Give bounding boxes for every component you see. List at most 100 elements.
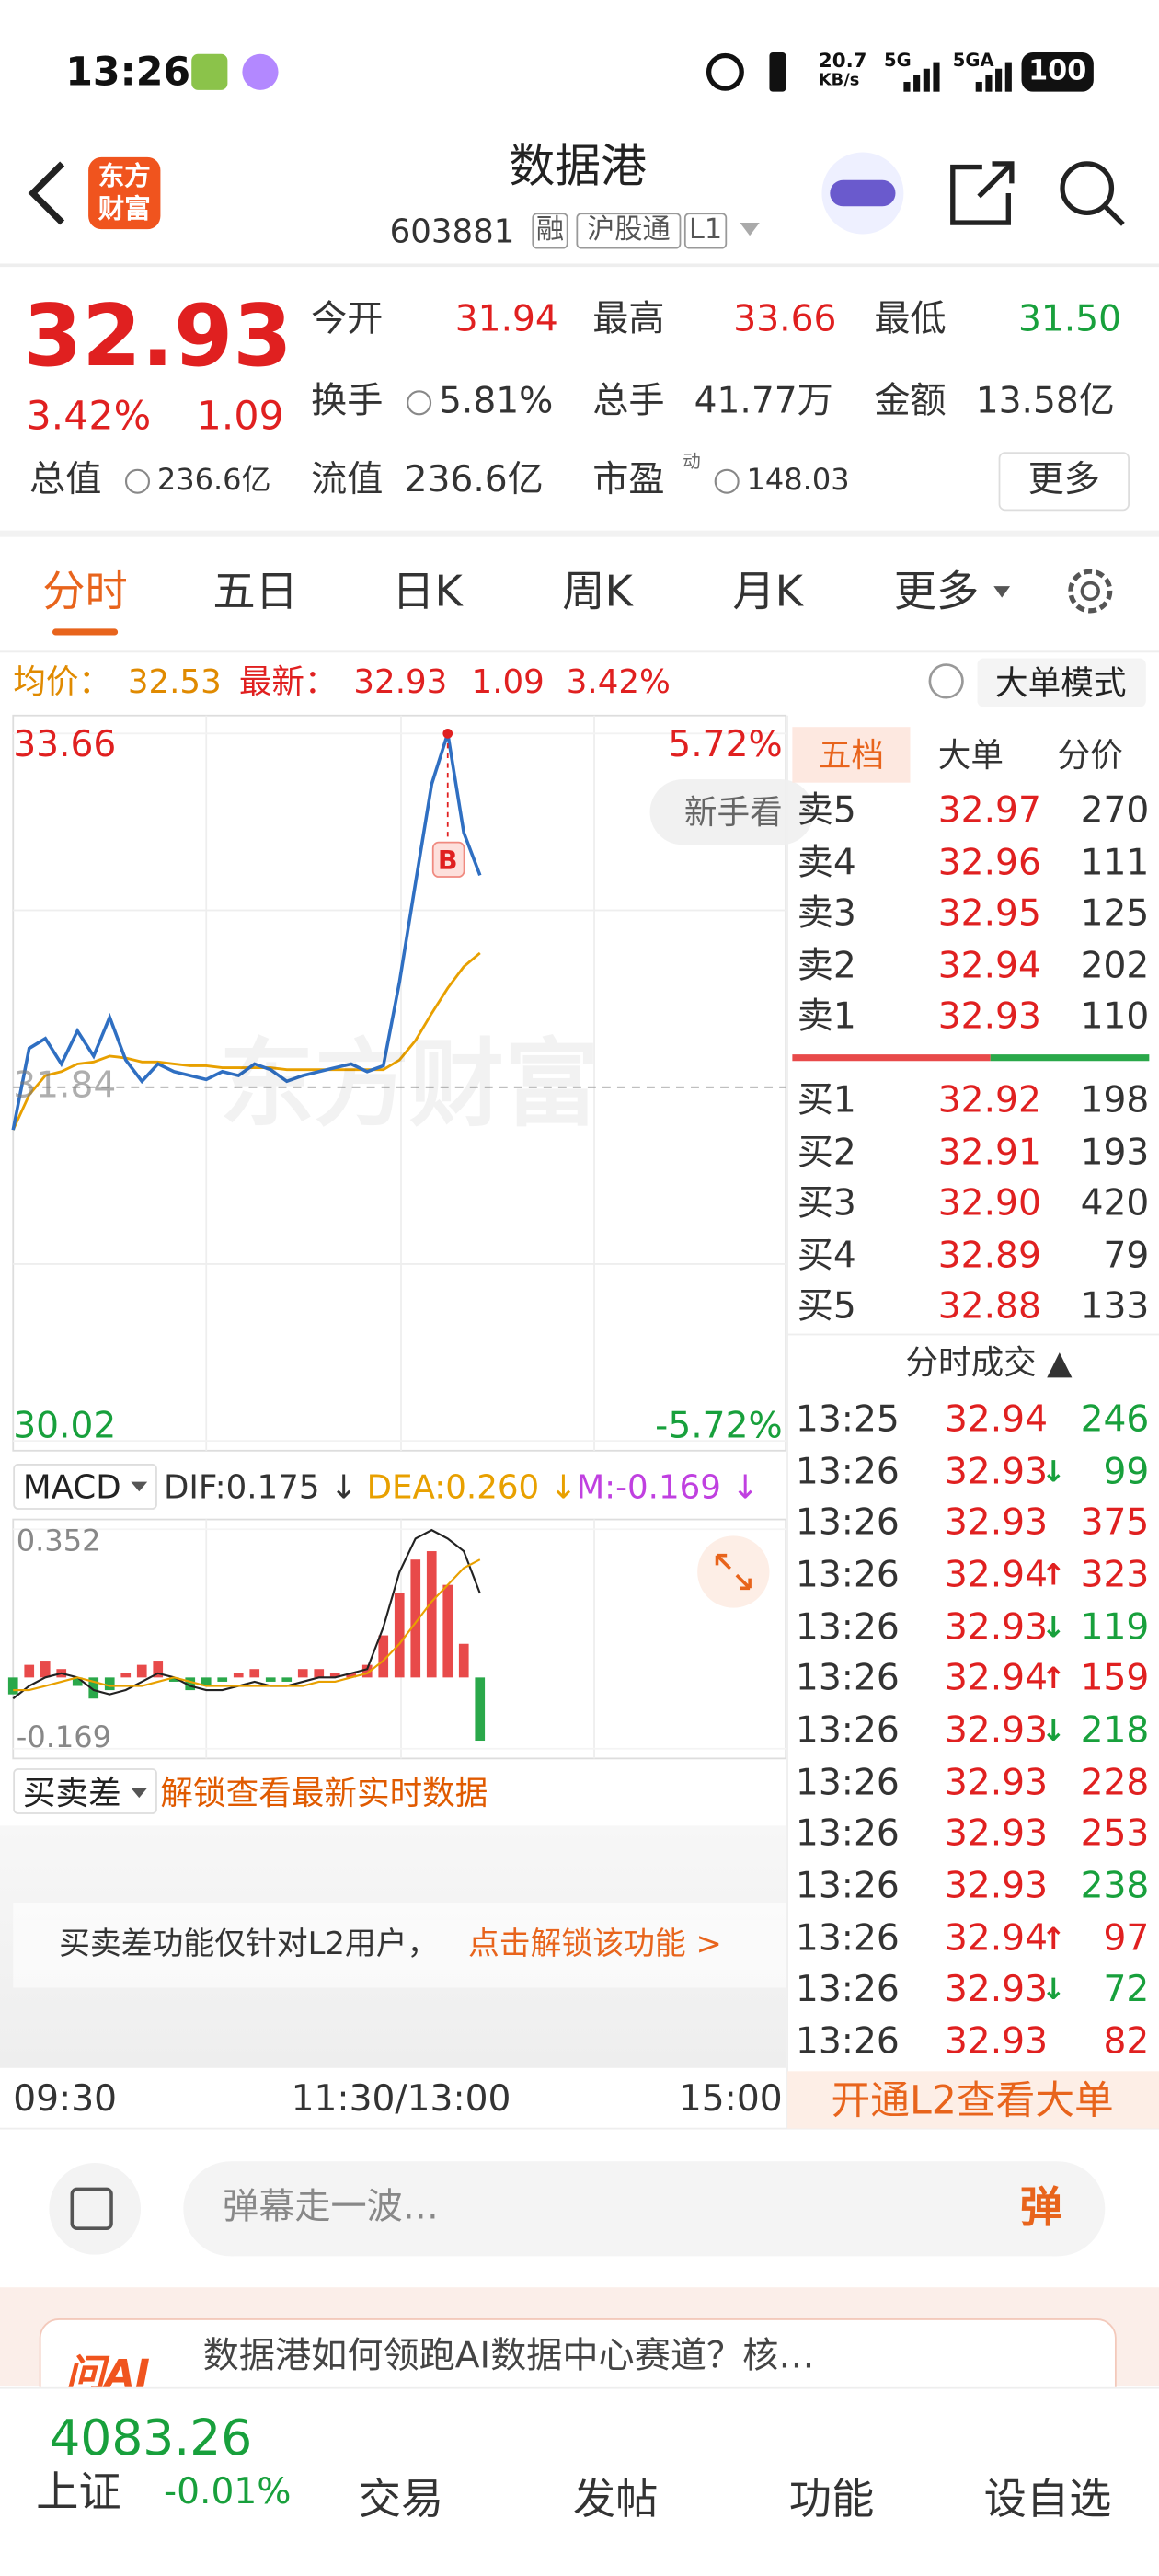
book-level: 买3: [797, 1184, 856, 1225]
indicator-selector[interactable]: [13, 1464, 157, 1510]
spread-notice-link[interactable]: 点击解锁该功能 >: [467, 1926, 722, 1962]
field-label: 今开: [311, 299, 384, 341]
macd-bar: [475, 1677, 486, 1742]
indicator-selector-label[interactable]: MACD: [22, 1466, 121, 1507]
book-tab[interactable]: 五档: [818, 735, 885, 775]
unlock-link[interactable]: 解锁查看最新实时数据: [160, 1773, 488, 1813]
book-volume: 193: [1080, 1132, 1150, 1174]
indicator-selector[interactable]: [13, 1768, 157, 1814]
price-line: [11, 732, 482, 1131]
info-icon: [714, 468, 740, 494]
expand-icon: [715, 1553, 752, 1591]
ratio-bar: [990, 1054, 1150, 1062]
trade-arrow: ↓: [1040, 1973, 1066, 2008]
y-low-label: 30.02: [13, 1406, 117, 1448]
trade-volume: 228: [1080, 1763, 1150, 1804]
x-axis-label: 09:30: [13, 2079, 118, 2121]
more-button[interactable]: [998, 452, 1130, 512]
trade-time: 13:26: [795, 1970, 900, 2012]
macd-bar: [185, 1677, 196, 1691]
bottom-nav: [0, 2386, 1159, 2576]
chart-tab[interactable]: 周K: [562, 568, 633, 617]
comment-icon-bg: [49, 2162, 142, 2255]
latest-change: 1.09: [471, 661, 545, 701]
divider: [0, 530, 1159, 537]
trade-volume: 238: [1080, 1866, 1150, 1908]
chart-tab[interactable]: 日K: [392, 568, 463, 617]
last-price: 32.93: [22, 288, 293, 387]
book-volume: 198: [1080, 1080, 1150, 1122]
y-high-label: 33.66: [13, 725, 117, 766]
l2-banner[interactable]: [787, 2071, 1159, 2129]
trade-time: 13:26: [795, 1555, 900, 1597]
logo-text: 财富: [98, 193, 151, 224]
vibrate-icon: [769, 52, 786, 92]
chart-tab[interactable]: 月K: [732, 568, 803, 617]
macd-bar: [426, 1551, 437, 1678]
macd-y-label: -0.169: [16, 1720, 112, 1755]
field-label: 总手: [592, 381, 665, 423]
trade-price: 32.93: [944, 1866, 1048, 1908]
x-axis-label: 11:30/13:00: [291, 2079, 511, 2121]
trade-volume: 99: [1103, 1451, 1150, 1493]
tab-underline: [52, 628, 119, 636]
index-change: -0.01%: [163, 2472, 292, 2513]
comment-placeholder[interactable]: 弹幕走一波…: [223, 2187, 439, 2229]
signal-bar: [903, 81, 911, 92]
back-icon: [28, 161, 65, 225]
stock-tag: 沪股通: [587, 213, 671, 247]
field-value: 236.6亿: [404, 460, 544, 501]
book-tab[interactable]: 分价: [1057, 735, 1123, 775]
macd-bar: [458, 1643, 469, 1678]
book-level: 买2: [797, 1132, 856, 1174]
book-tab[interactable]: 大单: [937, 735, 1004, 775]
status-icon: [191, 53, 228, 90]
nav-item[interactable]: 功能: [788, 2475, 875, 2525]
trade-volume: 218: [1080, 1710, 1150, 1753]
index-name: 上证: [36, 2468, 121, 2519]
mode-button[interactable]: [977, 658, 1146, 707]
indicator-selector-label[interactable]: 买卖差: [22, 1773, 121, 1813]
nav-item[interactable]: 交易: [358, 2475, 444, 2525]
chart-tab[interactable]: 分时: [42, 568, 128, 617]
stock-tag: L1: [688, 213, 723, 247]
book-price: 32.90: [937, 1184, 1041, 1225]
field-superscript: 动: [683, 451, 701, 473]
info-icon: [124, 468, 151, 494]
help-icon: [928, 663, 964, 699]
chart-tab[interactable]: 五日: [212, 568, 298, 617]
nav-item[interactable]: 设自选: [983, 2475, 1112, 2525]
l2-banner-label[interactable]: 开通L2查看大单: [831, 2077, 1114, 2124]
book-price: 32.94: [937, 946, 1041, 987]
up-pct-label: 5.72%: [668, 725, 783, 766]
hint-pill[interactable]: [649, 779, 814, 845]
change: 1.09: [196, 393, 284, 439]
macd-bar: [72, 1677, 83, 1686]
trade-price: 32.94: [944, 1555, 1048, 1597]
macd-bar: [314, 1669, 325, 1678]
book-price: 32.96: [937, 842, 1041, 884]
battery-level: 100: [1028, 54, 1087, 88]
dif-line: [12, 1528, 481, 1700]
comment-input[interactable]: [183, 2161, 1106, 2257]
mode-button-label[interactable]: 大单模式: [995, 662, 1127, 703]
trade-volume: 119: [1080, 1607, 1150, 1649]
book-volume: 202: [1080, 946, 1150, 987]
spread-notice-band: [13, 1903, 786, 1988]
trade-price: 32.94: [944, 1659, 1048, 1700]
trade-time: 13:25: [795, 1399, 900, 1442]
trade-price: 32.93: [944, 1763, 1048, 1804]
avg-price: 32.53: [127, 661, 222, 701]
chart-tab[interactable]: 更多: [893, 568, 980, 617]
trade-price: 32.93: [944, 1814, 1048, 1857]
more-button-label[interactable]: 更多: [1027, 460, 1100, 501]
nav-item[interactable]: 发帖: [572, 2475, 659, 2525]
macd-bar: [217, 1677, 228, 1682]
trade-price: 32.93: [944, 1503, 1048, 1545]
trade-time: 13:26: [795, 1763, 900, 1804]
macd-bar: [153, 1661, 164, 1678]
ad-text[interactable]: 数据港如何领跑AI数据中心赛道？核…: [202, 2336, 815, 2378]
hint-label[interactable]: 新手看: [683, 792, 783, 833]
trades-title: 分时成交 ▲: [905, 1342, 1073, 1383]
danmaku-button[interactable]: 弹: [1019, 2184, 1063, 2234]
